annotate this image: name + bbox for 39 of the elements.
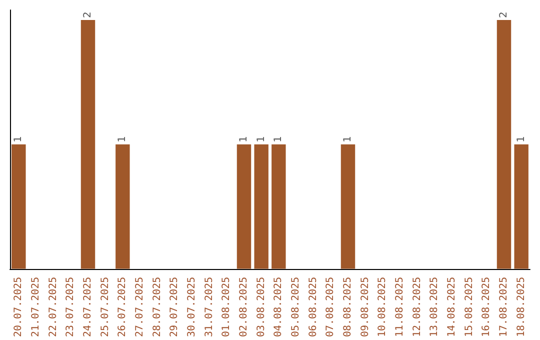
x-tick-label: 25.07.2025 bbox=[100, 276, 111, 338]
x-tick-label: 07.08.2025 bbox=[325, 276, 336, 338]
x-tick-label: 22.07.2025 bbox=[48, 276, 59, 338]
data-label: 1 bbox=[13, 136, 24, 142]
x-tick-label: 21.07.2025 bbox=[30, 276, 42, 338]
data-label: 1 bbox=[117, 136, 128, 142]
data-label: 1 bbox=[342, 136, 354, 142]
data-label: 1 bbox=[273, 136, 284, 142]
data-label: 2 bbox=[498, 12, 510, 18]
data-label: 2 bbox=[82, 12, 94, 18]
data-label: 1 bbox=[256, 136, 267, 142]
x-tick-label: 08.08.2025 bbox=[342, 276, 354, 338]
x-tick-label: 09.08.2025 bbox=[360, 276, 371, 338]
x-tick-label: 06.08.2025 bbox=[308, 276, 319, 338]
x-tick-label: 31.07.2025 bbox=[204, 276, 215, 338]
x-tick-label: 16.08.2025 bbox=[481, 276, 492, 338]
x-tick-label: 17.08.2025 bbox=[498, 276, 510, 338]
x-tick-label: 26.07.2025 bbox=[117, 276, 128, 338]
x-tick-label: 10.08.2025 bbox=[377, 276, 388, 338]
x-tick-label: 30.07.2025 bbox=[186, 276, 198, 338]
x-tick-label: 24.07.2025 bbox=[82, 276, 94, 338]
data-label: 1 bbox=[238, 136, 250, 142]
x-tick-label: 28.07.2025 bbox=[152, 276, 163, 338]
x-tick-label: 13.08.2025 bbox=[429, 276, 440, 338]
x-tick-label: 12.08.2025 bbox=[412, 276, 423, 338]
data-label: 1 bbox=[516, 136, 527, 142]
x-tick-label: 27.07.2025 bbox=[134, 276, 146, 338]
x-tick-label: 04.08.2025 bbox=[273, 276, 284, 338]
x-tick-label: 11.08.2025 bbox=[394, 276, 406, 338]
x-tick-label: 20.07.2025 bbox=[13, 276, 24, 338]
x-tick-label: 05.08.2025 bbox=[290, 276, 302, 338]
x-tick-label: 29.07.2025 bbox=[169, 276, 180, 338]
x-tick-label: 01.08.2025 bbox=[221, 276, 232, 338]
x-tick-label: 18.08.2025 bbox=[516, 276, 527, 338]
x-tick-label: 15.08.2025 bbox=[464, 276, 475, 338]
x-tick-label: 14.08.2025 bbox=[446, 276, 458, 338]
x-tick-label: 23.07.2025 bbox=[65, 276, 76, 338]
x-tick-label: 03.08.2025 bbox=[256, 276, 267, 338]
x-tick-label: 02.08.2025 bbox=[238, 276, 250, 338]
